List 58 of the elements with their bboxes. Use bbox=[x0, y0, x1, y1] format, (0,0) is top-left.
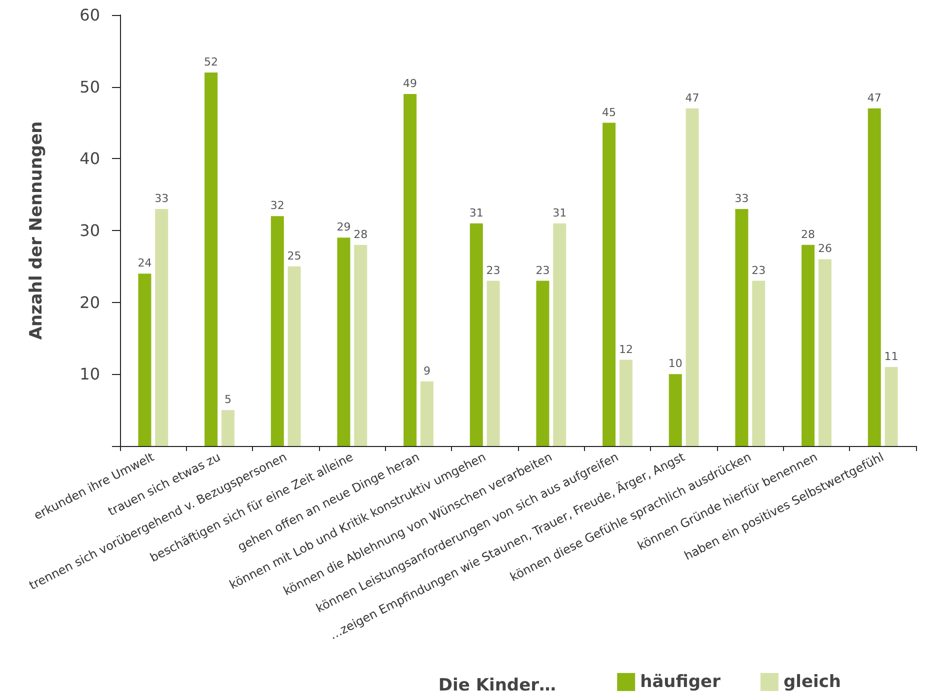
bar bbox=[155, 208, 168, 446]
bar bbox=[802, 244, 815, 446]
data-label: 31 bbox=[552, 206, 567, 220]
bar bbox=[270, 216, 284, 446]
y-tick-label: 40 bbox=[80, 149, 100, 168]
data-label: 52 bbox=[204, 55, 218, 68]
bar bbox=[486, 280, 500, 446]
legend-title: Die Kinder… bbox=[438, 676, 556, 696]
data-label: 33 bbox=[154, 192, 169, 205]
data-label: 23 bbox=[536, 264, 550, 277]
data-label: 47 bbox=[867, 91, 882, 104]
bar bbox=[404, 94, 417, 446]
data-label: 11 bbox=[884, 350, 898, 363]
bar bbox=[138, 274, 152, 446]
legend-label: gleich bbox=[783, 672, 842, 692]
data-label: 47 bbox=[685, 91, 700, 104]
y-tick-label: 30 bbox=[80, 221, 100, 240]
data-label: 32 bbox=[270, 199, 284, 212]
bar bbox=[553, 223, 566, 446]
y-tick-label: 10 bbox=[80, 364, 100, 384]
data-label: 23 bbox=[752, 264, 766, 277]
bar bbox=[602, 122, 616, 446]
data-label: 45 bbox=[602, 106, 616, 119]
data-label: 28 bbox=[801, 228, 816, 241]
bar bbox=[221, 410, 234, 446]
bar bbox=[668, 374, 682, 446]
bar bbox=[752, 280, 766, 446]
bar bbox=[354, 244, 368, 446]
data-label: 24 bbox=[138, 256, 152, 270]
data-label: 29 bbox=[336, 220, 351, 234]
bar bbox=[420, 381, 434, 446]
bar bbox=[735, 208, 748, 446]
data-label: 23 bbox=[486, 264, 500, 277]
data-label: 9 bbox=[423, 364, 430, 378]
bar bbox=[536, 280, 550, 446]
bar bbox=[619, 360, 632, 446]
legend-label: häufiger bbox=[640, 672, 722, 692]
data-label: 33 bbox=[734, 192, 749, 205]
bar bbox=[470, 223, 483, 446]
data-label: 25 bbox=[287, 249, 302, 262]
data-label: 49 bbox=[403, 77, 418, 90]
data-label: 5 bbox=[224, 393, 232, 406]
bar bbox=[686, 108, 699, 446]
y-tick-label: 60 bbox=[80, 6, 100, 24]
y-tick-label: 50 bbox=[80, 77, 100, 96]
data-label: 26 bbox=[818, 242, 832, 256]
bar bbox=[204, 72, 218, 446]
data-label: 28 bbox=[354, 228, 368, 241]
bar bbox=[868, 108, 881, 446]
bar bbox=[288, 266, 301, 446]
data-label: 12 bbox=[618, 342, 633, 356]
y-axis-title: Anzahl der Nennungen bbox=[26, 121, 46, 340]
y-tick-label: 20 bbox=[80, 292, 100, 312]
data-label: 31 bbox=[469, 206, 484, 220]
bar bbox=[337, 238, 350, 446]
bar bbox=[818, 259, 832, 446]
bar bbox=[884, 366, 898, 446]
data-label: 10 bbox=[668, 357, 682, 370]
